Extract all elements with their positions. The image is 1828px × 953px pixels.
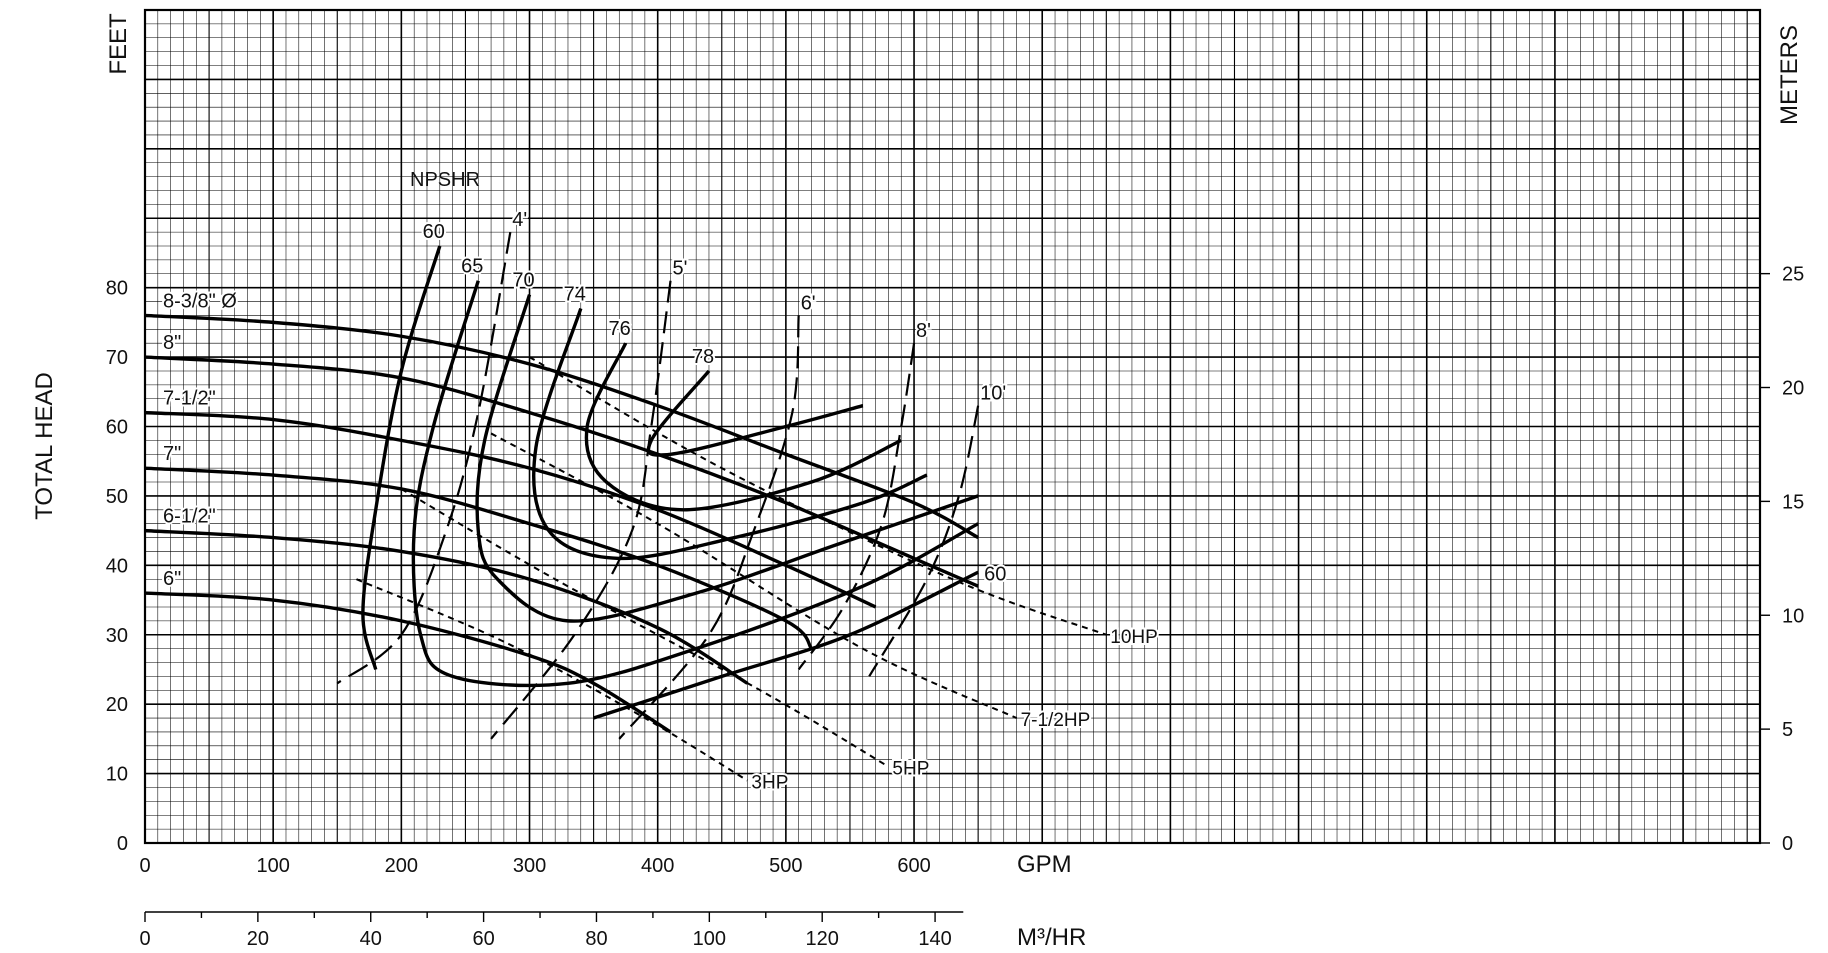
horsepower-label: 3HP	[751, 773, 788, 794]
efficiency-curve	[475, 294, 979, 623]
x-secondary-tick-label: 100	[693, 928, 726, 950]
x-primary-unit: GPM	[1017, 851, 1072, 878]
impeller-label: 6-1/2"	[163, 506, 216, 528]
impeller-curve	[144, 591, 672, 734]
npshr-label: 5'	[673, 258, 688, 280]
x-secondary-tick-label: 80	[585, 928, 607, 950]
grid	[144, 9, 1761, 844]
efficiency-label: 65	[461, 256, 483, 278]
y-left-tick-label: 70	[106, 347, 128, 369]
impeller-curve	[144, 355, 979, 588]
x-primary-tick-label: 100	[256, 855, 289, 877]
y-left-tick-label: 50	[106, 486, 128, 508]
efficiency-curve	[646, 369, 864, 457]
y-left-tick-label: 80	[106, 278, 128, 300]
x-secondary-tick-label: 40	[360, 928, 382, 950]
x-secondary-tick-label: 120	[806, 928, 839, 950]
impeller-curve	[144, 528, 749, 685]
y-left-tick-label: 60	[106, 417, 128, 439]
horsepower-label: 5HP	[892, 759, 929, 780]
left-axis-title: TOTAL HEAD	[31, 372, 58, 520]
efficiency-curve	[593, 570, 979, 720]
npshr-label: 6'	[801, 292, 816, 314]
horsepower-line	[400, 488, 889, 768]
impeller-curve	[144, 313, 979, 540]
y-right-tick-label: 25	[1782, 264, 1804, 286]
impeller-curves: 8-3/8" Ø 8" 7-1/2" 7" 6-1/2" 6"	[144, 288, 979, 734]
horsepower-line	[490, 432, 1018, 719]
impeller-curve	[144, 466, 813, 650]
y-left-tick-label: 20	[106, 694, 128, 716]
efficiency-curves: 60 60 65 70 74 76 78	[361, 219, 1008, 720]
x-secondary-tick-label: 0	[139, 928, 150, 950]
npshr-title: NPSHR	[410, 169, 480, 191]
efficiency-curve	[532, 307, 928, 561]
y-right-tick-label: 5	[1782, 719, 1793, 741]
npshr-label: 8'	[916, 320, 931, 342]
axis-frame	[143, 8, 1770, 922]
y-right-tick-label: 20	[1782, 378, 1804, 400]
y-right-tick-label: 15	[1782, 491, 1804, 513]
efficiency-label: 78	[692, 346, 714, 368]
horsepower-label: 7-1/2HP	[1021, 710, 1091, 731]
x-secondary-tick-label: 140	[918, 928, 951, 950]
x-primary-tick-label: 0	[139, 855, 150, 877]
impeller-label: 6"	[163, 568, 181, 590]
npshr-label: 4'	[512, 209, 527, 231]
x-primary-tick-label: 200	[385, 855, 418, 877]
y-left-tick-label: 0	[117, 833, 128, 855]
y-left-tick-label: 10	[106, 764, 128, 786]
y-right-tick-label: 10	[1782, 605, 1804, 627]
npshr-curve	[797, 343, 916, 671]
y-left-tick-label: 40	[106, 555, 128, 577]
horsepower-label: 10HP	[1110, 627, 1158, 648]
x-secondary-unit: M³/HR	[1017, 924, 1086, 951]
npshr-curve	[868, 405, 980, 677]
y-left-tick-label: 30	[106, 625, 128, 647]
efficiency-curve	[411, 280, 979, 688]
x-secondary-tick-label: 20	[247, 928, 269, 950]
impeller-label: 7-1/2"	[163, 388, 216, 410]
efficiency-label: 74	[564, 283, 586, 305]
x-primary-tick-label: 400	[641, 855, 674, 877]
horsepower-lines: 3HP 5HP 7-1/2HP 10HP	[356, 356, 1160, 796]
x-primary-tick-label: 300	[513, 855, 546, 877]
npshr-curve	[336, 231, 512, 685]
impeller-label: 8"	[163, 332, 181, 354]
efficiency-label: 70	[512, 270, 534, 292]
y-right-tick-label: 0	[1782, 833, 1793, 855]
npshr-curve	[618, 315, 800, 740]
npshr-label: 10'	[980, 383, 1006, 405]
right-unit-label: METERS	[1776, 25, 1803, 125]
npshr-curve	[490, 280, 672, 740]
npshr-curves: 4' 5' 6' 8' 10'	[336, 207, 1008, 740]
x-primary-tick-label: 600	[897, 855, 930, 877]
x-secondary-tick-label: 60	[472, 928, 494, 950]
plot-border	[143, 8, 1762, 845]
efficiency-label: 60	[423, 221, 445, 243]
impeller-label: 7"	[163, 443, 181, 465]
efficiency-label: 60	[984, 563, 1006, 585]
left-unit-label: FEET	[105, 13, 132, 75]
efficiency-curve	[584, 342, 902, 512]
impeller-curve	[144, 410, 877, 609]
x-primary-tick-label: 500	[769, 855, 802, 877]
impeller-label: 8-3/8" Ø	[163, 290, 237, 312]
efficiency-curve	[361, 245, 442, 670]
efficiency-label: 76	[609, 318, 631, 340]
horsepower-line	[529, 356, 1107, 636]
